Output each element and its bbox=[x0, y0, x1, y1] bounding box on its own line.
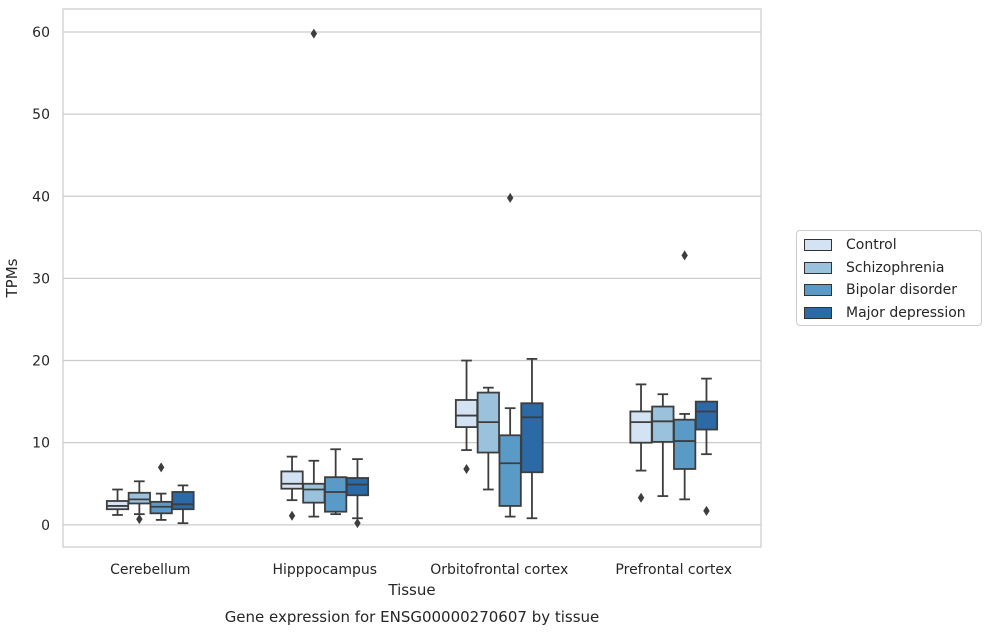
iqr-box bbox=[520, 402, 544, 474]
iqr-box bbox=[324, 476, 348, 513]
iqr-box bbox=[302, 482, 326, 504]
plot-frame bbox=[62, 8, 762, 548]
legend-item: Major depression bbox=[804, 302, 981, 325]
legend: Control Schizophrenia Bipolar disorder Majo… bbox=[796, 230, 982, 326]
legend-item: Schizophrenia bbox=[804, 257, 981, 280]
outlier-point bbox=[157, 462, 165, 473]
iqr-box bbox=[629, 410, 653, 444]
box-bipolar-disorder bbox=[498, 192, 522, 518]
outlier-point bbox=[463, 463, 470, 474]
x-tick-labels: Cerebellum Hipppocampus Orbitofrontal cort… bbox=[110, 562, 732, 578]
box-control bbox=[280, 455, 304, 521]
box-control bbox=[454, 359, 479, 474]
y-tick-labels: 0 10 20 30 40 50 60 bbox=[32, 25, 50, 534]
legend-label: Control bbox=[846, 237, 897, 254]
legend-swatch bbox=[804, 261, 832, 274]
legend-label: Bipolar disorder bbox=[846, 282, 958, 299]
iqr-box bbox=[673, 418, 697, 470]
legend-item: Control bbox=[804, 234, 981, 257]
outlier-point bbox=[288, 510, 296, 521]
x-tick-label: Hipppocampus bbox=[272, 562, 377, 578]
legend-swatch bbox=[804, 239, 832, 252]
y-tick-label: 10 bbox=[32, 436, 50, 452]
x-tick-label: Cerebellum bbox=[110, 562, 190, 578]
iqr-box bbox=[694, 400, 719, 431]
y-tick-label: 20 bbox=[32, 354, 50, 370]
outlier-point bbox=[506, 192, 514, 203]
box-control bbox=[105, 488, 130, 516]
box-schizophrenia bbox=[127, 480, 151, 525]
iqr-box bbox=[498, 434, 522, 507]
box-major-depression bbox=[171, 484, 195, 525]
outlier-point bbox=[354, 518, 361, 529]
legend-swatch bbox=[804, 306, 832, 319]
outlier-point bbox=[310, 28, 318, 39]
iqr-box bbox=[454, 399, 479, 428]
box-bipolar-disorder bbox=[324, 448, 348, 516]
chart-title: Gene expression for ENSG00000270607 by t… bbox=[225, 608, 600, 626]
boxes-layer bbox=[105, 28, 719, 529]
y-tick-label: 0 bbox=[41, 518, 50, 534]
box-major-depression bbox=[520, 358, 544, 520]
box-major-depression bbox=[694, 377, 719, 516]
box-schizophrenia bbox=[651, 393, 675, 497]
iqr-box bbox=[651, 405, 675, 443]
x-axis-label: Tissue bbox=[387, 581, 435, 599]
outlier-point bbox=[703, 505, 710, 516]
legend-label: Schizophrenia bbox=[846, 259, 945, 276]
outlier-point bbox=[637, 492, 645, 503]
legend-item: Bipolar disorder bbox=[804, 279, 981, 302]
outlier-point bbox=[136, 514, 143, 525]
box-major-depression bbox=[345, 458, 370, 529]
y-tick-label: 60 bbox=[32, 25, 50, 41]
iqr-box bbox=[127, 491, 151, 505]
box-bipolar-disorder bbox=[149, 462, 173, 521]
iqr-box bbox=[345, 477, 370, 497]
box-bipolar-disorder bbox=[673, 250, 697, 501]
box-schizophrenia bbox=[476, 386, 500, 491]
x-tick-label: Orbitofrontal cortex bbox=[430, 562, 568, 578]
box-control bbox=[629, 383, 653, 503]
y-tick-label: 50 bbox=[32, 107, 50, 123]
outlier-point bbox=[681, 250, 688, 261]
grid-layer bbox=[63, 31, 761, 526]
iqr-box bbox=[171, 491, 195, 511]
x-tick-label: Prefrontal cortex bbox=[615, 562, 732, 578]
y-tick-label: 40 bbox=[32, 189, 50, 205]
y-axis-label: TPMs bbox=[3, 258, 21, 298]
iqr-box bbox=[280, 470, 304, 490]
legend-swatch bbox=[804, 284, 832, 297]
legend-label: Major depression bbox=[846, 304, 966, 321]
box-schizophrenia bbox=[302, 28, 326, 518]
y-tick-label: 30 bbox=[32, 271, 50, 287]
